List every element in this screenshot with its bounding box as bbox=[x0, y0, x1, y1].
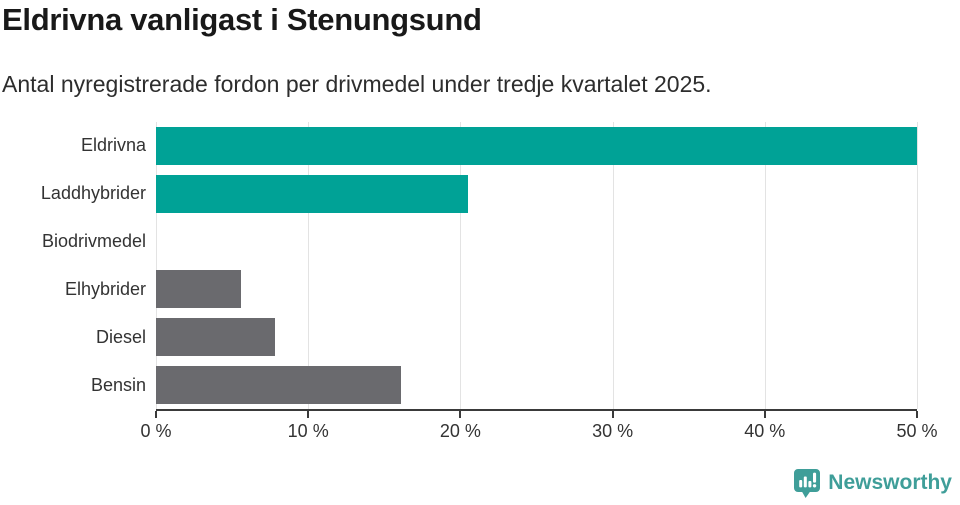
tick-label: 50 % bbox=[896, 421, 938, 441]
category-axis-labels: Eldrivna Laddhybrider Biodrivmedel Elhybrid… bbox=[0, 122, 146, 409]
bar-bensin bbox=[156, 366, 402, 405]
tick-mark bbox=[611, 411, 614, 418]
newsworthy-logo-icon bbox=[794, 469, 821, 498]
bar-row bbox=[156, 313, 917, 361]
category-label: Diesel bbox=[95, 326, 146, 347]
chart-title: Eldrivna vanligast i Stenungsund bbox=[2, 2, 482, 37]
chart-subtitle: Antal nyregistrerade fordon per drivmede… bbox=[2, 71, 712, 97]
category-label: Bensin bbox=[90, 374, 146, 395]
category-label: Elhybrider bbox=[64, 278, 146, 299]
bar-diesel bbox=[156, 318, 275, 357]
tick-label: 40 % bbox=[744, 421, 786, 441]
bar-eldrivna bbox=[156, 126, 917, 165]
bar-row bbox=[156, 122, 917, 170]
category-label: Biodrivmedel bbox=[41, 231, 146, 252]
plot-area: 0 % 10 % 20 % 30 % 40 % 50 % bbox=[140, 122, 938, 451]
bar-elhybrider bbox=[156, 270, 242, 309]
tick-mark bbox=[763, 411, 766, 418]
x-axis-line bbox=[156, 409, 917, 411]
tick-label: 10 % bbox=[287, 421, 329, 441]
bar-rows bbox=[156, 122, 917, 409]
bar-row bbox=[156, 265, 917, 313]
bar-row bbox=[156, 218, 917, 266]
tick-label: 20 % bbox=[439, 421, 481, 441]
tick-mark bbox=[155, 411, 157, 418]
bar-row bbox=[156, 361, 917, 409]
category-label: Eldrivna bbox=[80, 135, 146, 156]
tick-mark bbox=[307, 411, 310, 418]
bar-row bbox=[156, 170, 917, 218]
tick-mark bbox=[459, 411, 462, 418]
category-label: Laddhybrider bbox=[40, 183, 146, 204]
gridline bbox=[917, 122, 918, 409]
horizontal-bar-chart: Eldrivna Laddhybrider Biodrivmedel Elhybrid… bbox=[0, 122, 960, 452]
brand-name: Newsworthy bbox=[828, 471, 952, 494]
bar-laddhybrider bbox=[156, 174, 468, 213]
tick-label: 0 % bbox=[140, 421, 172, 441]
brand-footer: Newsworthy bbox=[793, 468, 952, 498]
x-axis-ticks: 0 % 10 % 20 % 30 % 40 % 50 % bbox=[140, 411, 938, 451]
tick-mark bbox=[916, 411, 918, 418]
tick-label: 30 % bbox=[592, 421, 634, 441]
